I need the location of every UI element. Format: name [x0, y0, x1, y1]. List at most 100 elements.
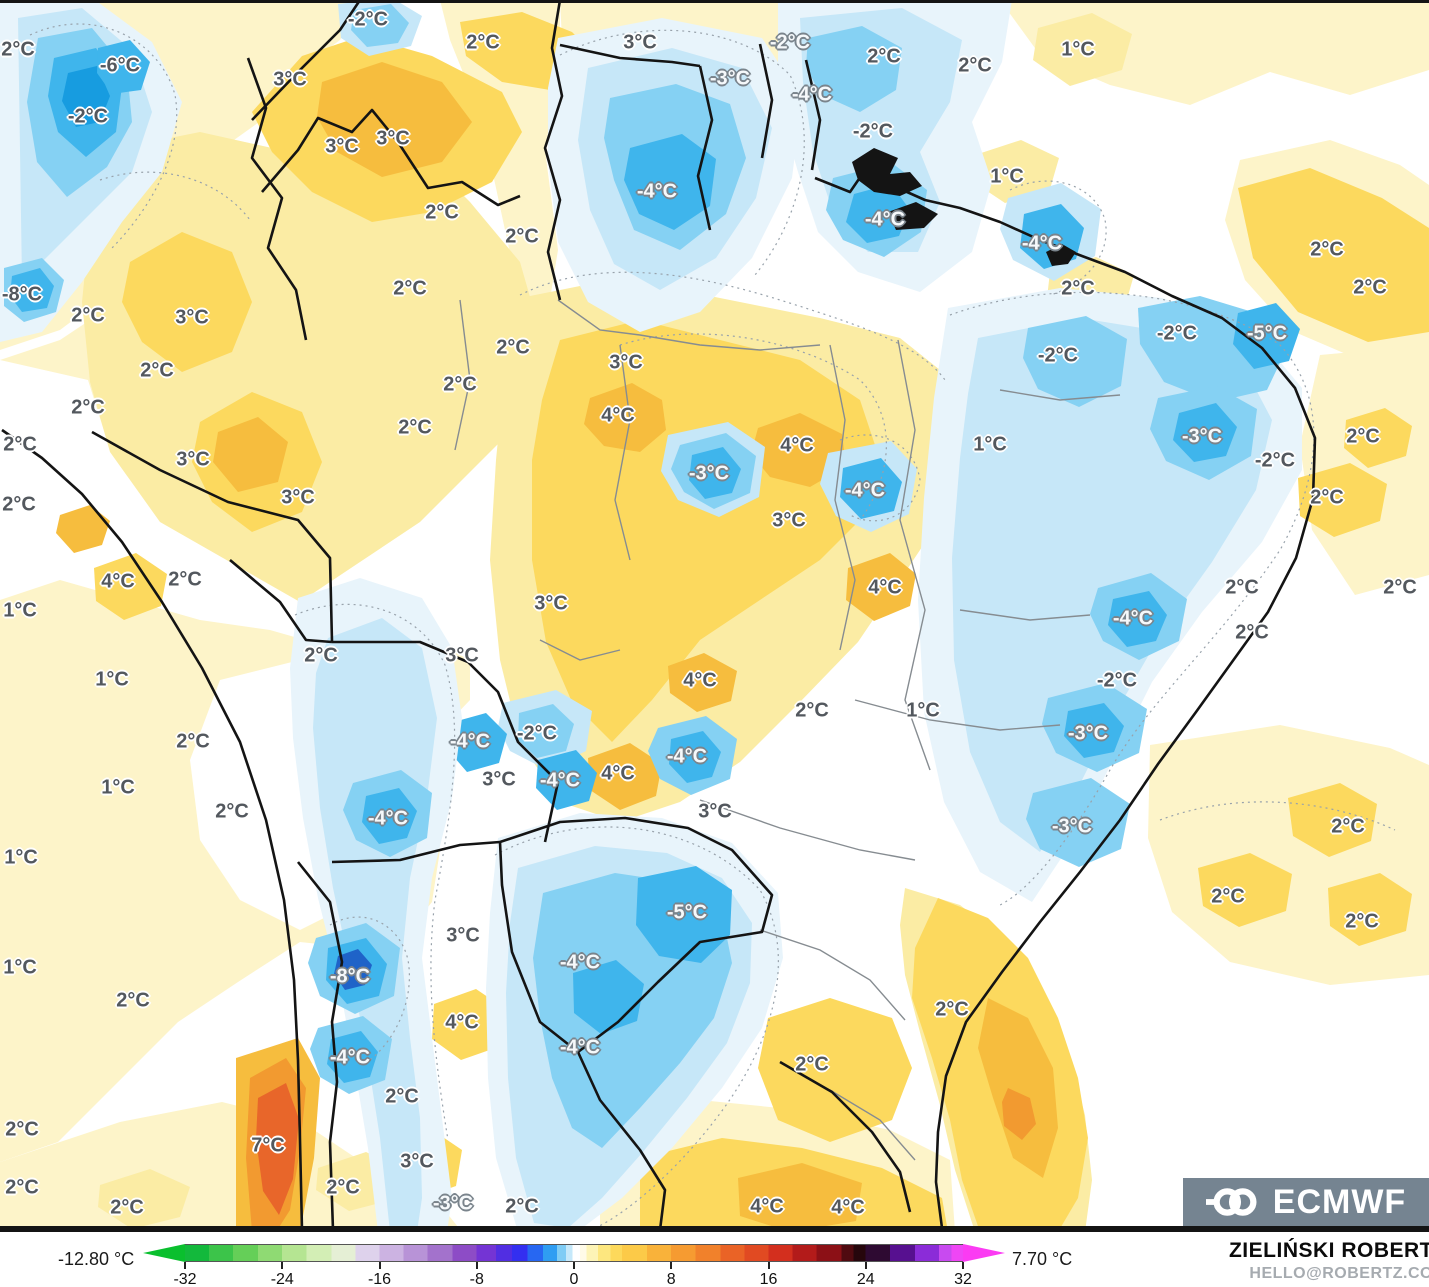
temp-label: 2°C	[116, 989, 150, 1012]
temp-label: -4°C	[559, 951, 601, 974]
temp-label: 3°C	[534, 592, 568, 615]
temp-label: 2°C	[3, 433, 37, 456]
temp-label: -2°C	[769, 31, 811, 54]
temp-label: 4°C	[101, 570, 135, 593]
temp-label: -8°C	[1, 283, 43, 306]
temp-label: 2°C	[393, 277, 427, 300]
temp-label: 4°C	[601, 404, 635, 427]
temp-label: 1°C	[1061, 38, 1095, 61]
temp-label: 2°C	[71, 304, 105, 327]
temp-label: -3°C	[1181, 425, 1223, 448]
temp-label: 3°C	[281, 486, 315, 509]
temp-label: 3°C	[482, 768, 516, 791]
temp-label: 2°C	[795, 699, 829, 722]
temp-label: 3°C	[175, 306, 209, 329]
temp-label: 2°C	[1345, 910, 1379, 933]
colorbar-tick	[281, 1262, 284, 1269]
colorbar-tick	[767, 1262, 770, 1269]
colorbar-footer: -12.80 °C -32 -24 -16 -8 0 8 16 24 32 7.70 °C ZI…	[0, 1232, 1429, 1287]
colorbar-tick-label: 32	[954, 1271, 972, 1287]
temp-label: 4°C	[601, 762, 635, 785]
temp-label: 2°C	[176, 730, 210, 753]
temp-label: 3°C	[325, 135, 359, 158]
colorbar-tick	[184, 1262, 186, 1269]
temp-label: 2°C	[385, 1085, 419, 1108]
colorbar-tick	[962, 1262, 964, 1269]
temp-label: 2°C	[2, 493, 36, 516]
temp-label: -2°C	[1096, 669, 1138, 692]
colorbar-tick-label: -32	[173, 1271, 197, 1287]
temp-label: -3°C	[1051, 815, 1093, 838]
temp-label: -4°C	[666, 745, 708, 768]
temp-label: -5°C	[1246, 322, 1288, 345]
temp-label: 2°C	[1346, 425, 1380, 448]
temp-label: 2°C	[140, 359, 174, 382]
temp-label: 2°C	[1310, 238, 1344, 261]
temp-label: -2°C	[1037, 344, 1079, 367]
temp-label: 2°C	[466, 31, 500, 54]
temp-label: 2°C	[867, 45, 901, 68]
temp-label: 3°C	[445, 644, 479, 667]
temp-label: -8°C	[329, 965, 371, 988]
ecmwf-logo: ECMWF	[1183, 1178, 1429, 1226]
credit-name: ZIELIŃSKI ROBERT	[1228, 1239, 1429, 1262]
contour-lines	[29, 23, 1396, 1232]
colorbar-max-label: 7.70 °C	[1012, 1249, 1073, 1269]
temp-label: 2°C	[5, 1118, 39, 1141]
temp-label: 2°C	[425, 201, 459, 224]
temp-label: -4°C	[1112, 607, 1154, 630]
colorbar-tick-label: 8	[666, 1271, 676, 1287]
temp-label: 3°C	[772, 509, 806, 532]
colorbar-tick	[864, 1262, 867, 1269]
colorbar-tick-label: 16	[759, 1271, 778, 1287]
temp-label: 1°C	[95, 668, 129, 691]
colorbar-tick	[475, 1262, 478, 1269]
temp-label: -2°C	[347, 8, 389, 31]
temp-label: 2°C	[496, 336, 530, 359]
colorbar-tick-label: 24	[856, 1271, 875, 1287]
colorbar-tick	[670, 1262, 673, 1269]
temp-label: 4°C	[445, 1011, 479, 1034]
temp-label: 2°C	[304, 644, 338, 667]
temp-label: -2°C	[852, 120, 894, 143]
temp-label: 3°C	[623, 31, 657, 54]
temp-label: 3°C	[176, 448, 210, 471]
temp-label: 2°C	[110, 1196, 144, 1219]
temp-label: 1°C	[906, 699, 940, 722]
colorbar-tick-label: -16	[367, 1271, 392, 1287]
temp-label: 3°C	[376, 127, 410, 150]
temp-label: 2°C	[398, 416, 432, 439]
temp-label: 1°C	[101, 776, 135, 799]
temp-label: -4°C	[636, 180, 678, 203]
temp-label: -2°C	[1254, 449, 1296, 472]
temp-label: 2°C	[505, 1195, 539, 1218]
temp-label: 2°C	[935, 998, 969, 1021]
temp-label: 3°C	[446, 924, 480, 947]
temp-label: -4°C	[449, 730, 491, 753]
temp-label: -3°C	[688, 462, 730, 485]
colorbar-tick-label: 0	[569, 1271, 579, 1287]
temp-label: 2°C	[1353, 276, 1387, 299]
temp-label: 2°C	[795, 1053, 829, 1076]
temp-label: -4°C	[329, 1046, 371, 1069]
temp-label: 2°C	[1383, 576, 1417, 599]
temp-label: 2°C	[1225, 576, 1259, 599]
temp-label: -4°C	[791, 83, 833, 106]
temp-label: -2°C	[67, 105, 109, 128]
temp-label: 4°C	[831, 1196, 865, 1219]
country-borders	[1, 0, 1317, 1231]
temp-label: -3°C	[1067, 722, 1109, 745]
colorbar-tick-label: -8	[469, 1271, 484, 1287]
temp-label: 4°C	[750, 1195, 784, 1218]
temp-label: 2°C	[215, 800, 249, 823]
temp-label: 1°C	[990, 165, 1024, 188]
temp-label: 2°C	[1211, 885, 1245, 908]
temp-label: 7°C	[251, 1134, 285, 1157]
temp-label: 1°C	[973, 433, 1007, 456]
temp-label: 3°C	[273, 68, 307, 91]
temp-label: 2°C	[1, 38, 35, 61]
map-frame-top	[0, 0, 1429, 3]
temp-label: -3°C	[709, 67, 751, 90]
temp-label: 2°C	[326, 1176, 360, 1199]
